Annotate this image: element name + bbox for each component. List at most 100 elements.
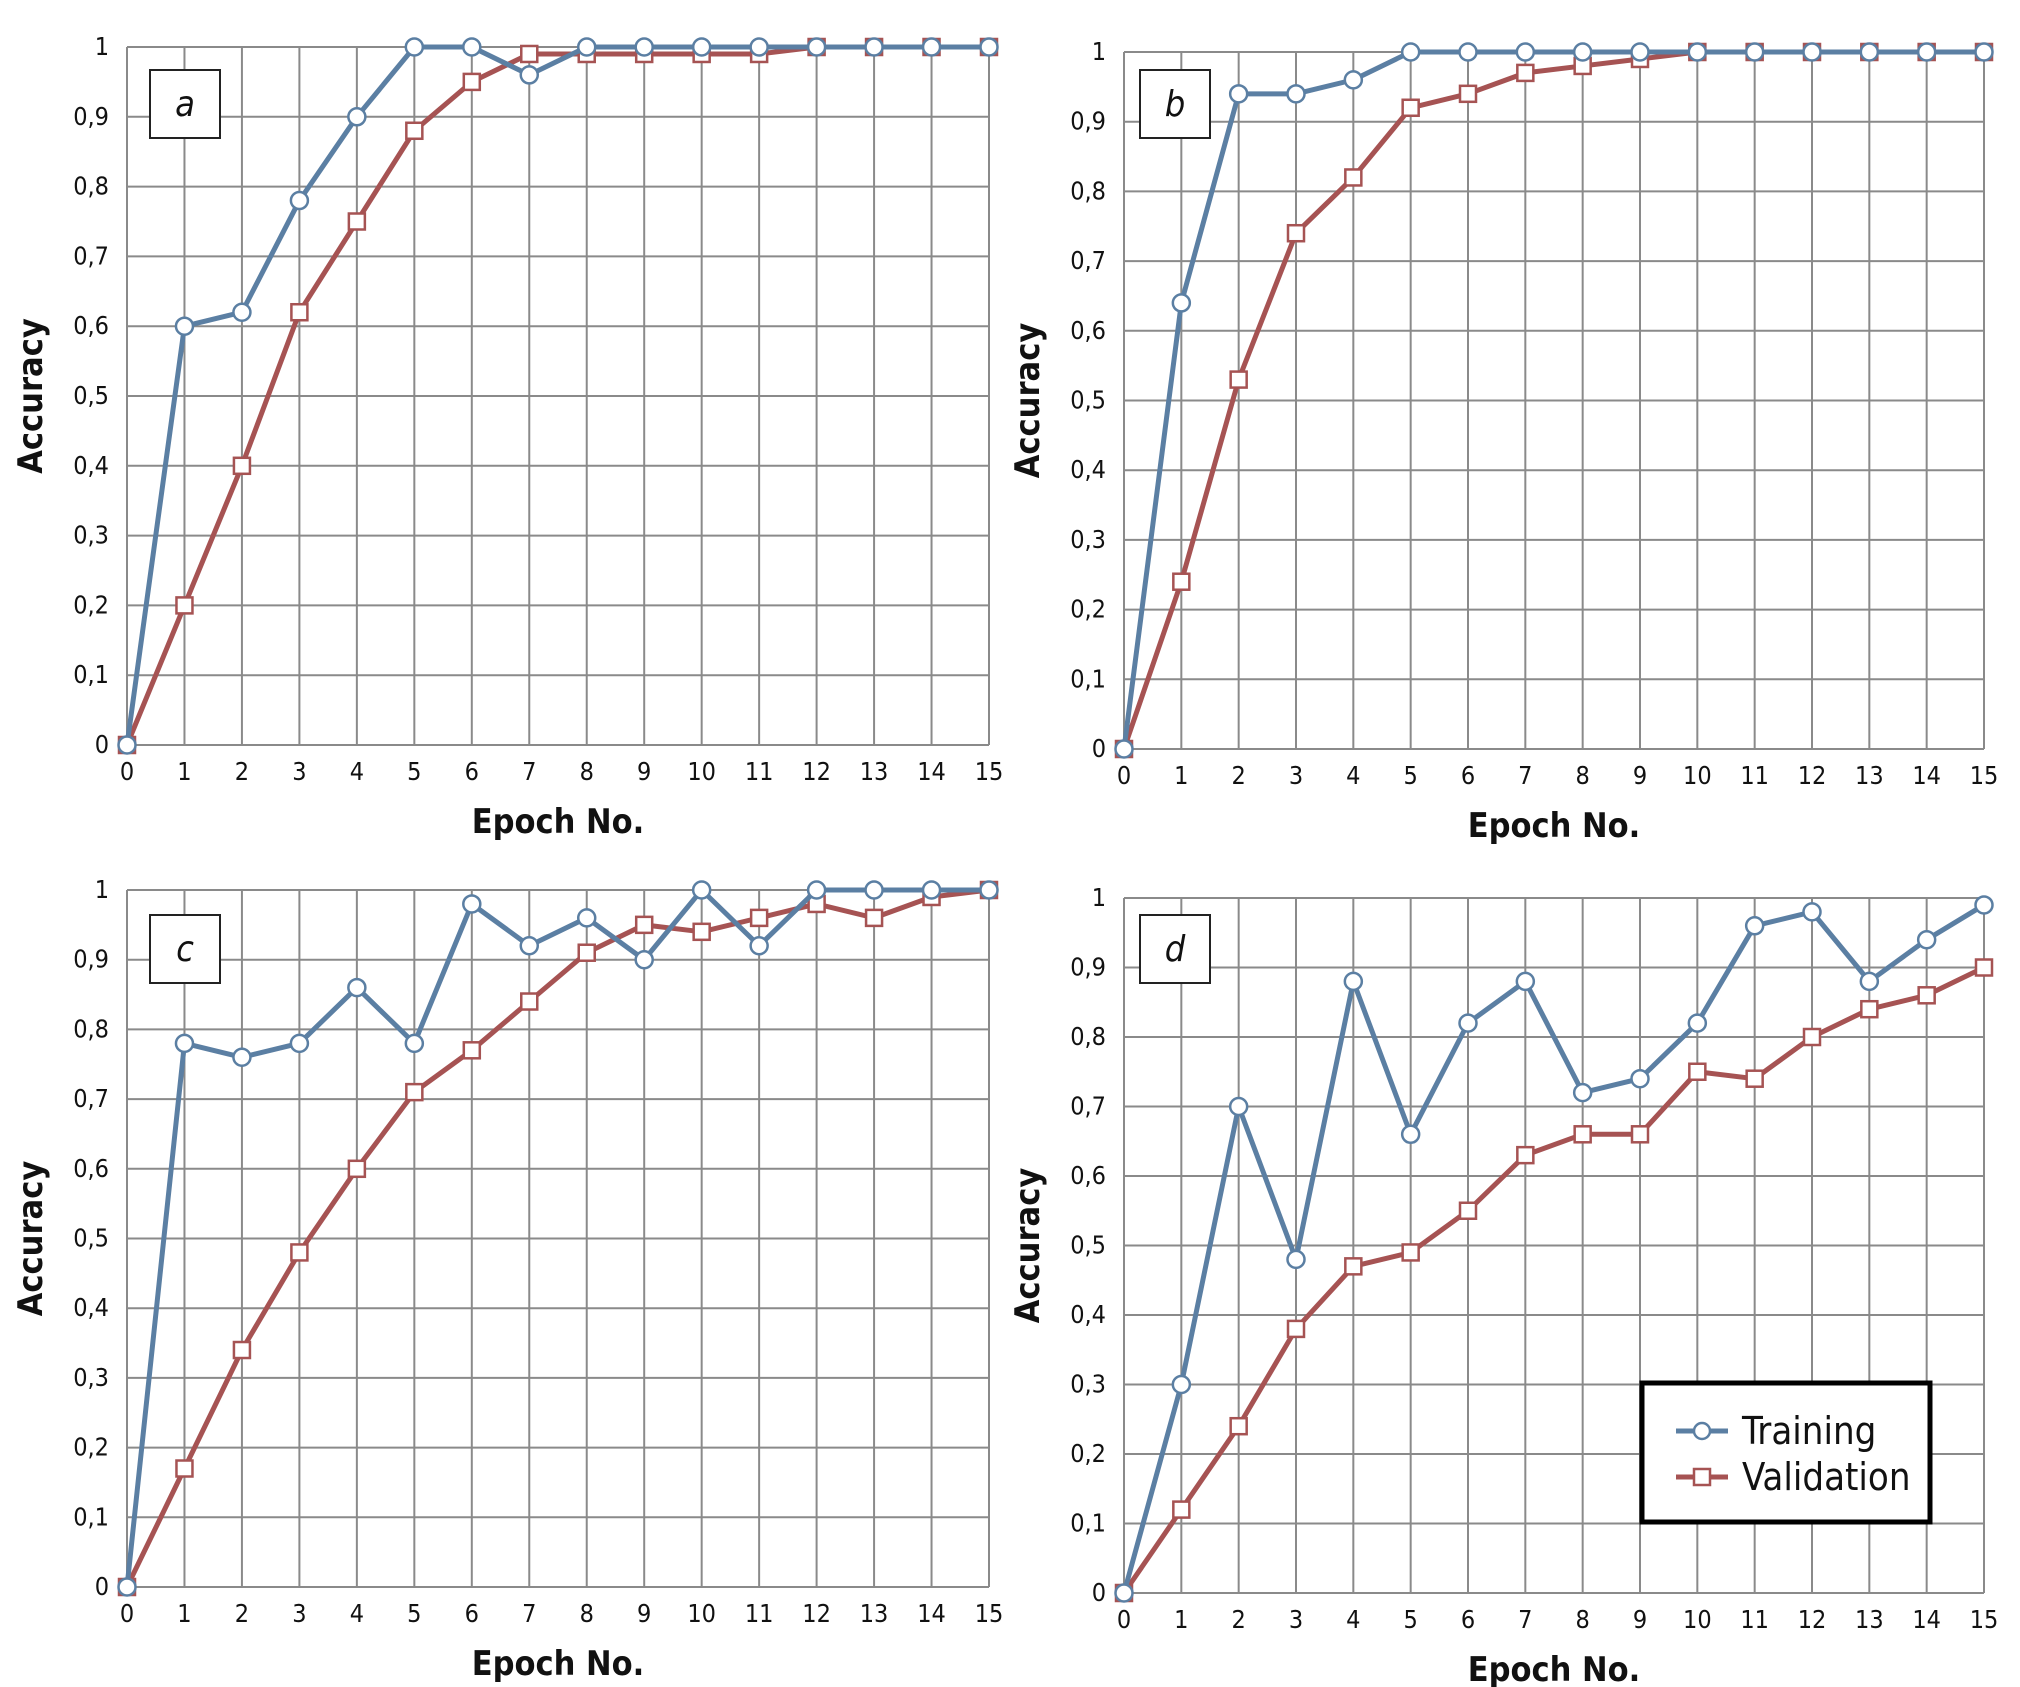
validation-point xyxy=(1860,999,1879,1019)
x-tick-label: 1 xyxy=(1174,1605,1188,1634)
x-tick-label: 15 xyxy=(1970,1605,1999,1634)
validation-point xyxy=(864,908,884,928)
training-point xyxy=(691,880,712,900)
y-tick-label: 0,5 xyxy=(1070,1231,1106,1260)
x-tick-label: 4 xyxy=(1346,1605,1360,1634)
x-axis-title: Epoch No. xyxy=(472,802,645,842)
training-point xyxy=(806,880,827,900)
x-tick-label: 10 xyxy=(1683,761,1712,790)
x-tick-label: 13 xyxy=(860,757,889,786)
x-tick-label: 4 xyxy=(1346,761,1360,790)
x-tick-label: 5 xyxy=(407,1599,421,1628)
x-tick-label: 4 xyxy=(350,1599,364,1628)
x-tick-label: 8 xyxy=(580,1599,594,1628)
training-point xyxy=(1974,895,1994,915)
x-tick-label: 0 xyxy=(120,757,134,786)
training-point xyxy=(1859,42,1880,62)
validation-point xyxy=(1401,98,1420,118)
x-tick-label: 14 xyxy=(917,757,946,786)
x-tick-label: 6 xyxy=(465,757,479,786)
training-series-line xyxy=(124,887,989,1588)
training-point xyxy=(1228,84,1249,104)
x-tick-label: 12 xyxy=(802,1599,831,1628)
x-tick-label: 13 xyxy=(1855,1605,1884,1634)
validation-point xyxy=(405,121,424,141)
validation-point xyxy=(1917,986,1936,1005)
training-point xyxy=(232,302,252,322)
validation-point xyxy=(405,1082,424,1102)
training-point xyxy=(174,316,195,336)
validation-point xyxy=(462,72,482,92)
y-tick-label: 0,2 xyxy=(1070,595,1106,624)
validation-point xyxy=(692,922,711,942)
x-tick-label: 11 xyxy=(745,1599,774,1628)
y-tick-label: 0 xyxy=(1092,1578,1106,1607)
validation-point xyxy=(1458,1201,1478,1220)
validation-series-line xyxy=(1121,965,1986,1595)
training-point xyxy=(576,908,597,928)
x-tick-label: 12 xyxy=(1798,1605,1827,1634)
y-tick-label: 0,7 xyxy=(1070,1092,1106,1121)
x-axis-title: Epoch No. xyxy=(472,1644,645,1684)
x-tick-label: 14 xyxy=(917,1599,946,1628)
x-axis-title: Epoch No. xyxy=(1468,1650,1641,1687)
chart-panel-c: 0 1 2 3 4 5 6 7 8 9 10 11 12 13 14 1500,10,20,30,40,50,… xyxy=(11,875,1003,1684)
training-point xyxy=(1572,42,1593,62)
training-series-line xyxy=(124,44,989,746)
x-tick-label: 1 xyxy=(1174,761,1188,790)
x-tick-label: 15 xyxy=(975,1599,1004,1628)
training-point xyxy=(1630,42,1650,62)
training-point xyxy=(1515,971,1536,992)
validation-point xyxy=(1688,1062,1707,1081)
training-point xyxy=(1974,42,1994,62)
validation-point xyxy=(1286,223,1306,243)
training-point xyxy=(1916,42,1937,62)
x-tick-label: 2 xyxy=(1232,761,1246,790)
validation-series-line xyxy=(124,887,990,1589)
training-series-line xyxy=(1121,49,1984,750)
y-tick-label: 0,1 xyxy=(73,1502,109,1531)
validation-point xyxy=(232,1340,252,1360)
panel-letter: c xyxy=(176,929,194,970)
x-tick-label: 14 xyxy=(1912,1605,1941,1634)
validation-point xyxy=(462,1041,482,1060)
y-tick-label: 0,1 xyxy=(73,660,109,689)
validation-point xyxy=(1344,1257,1363,1276)
validation-point xyxy=(347,1159,367,1179)
x-tick-label: 10 xyxy=(687,757,716,786)
training-point xyxy=(117,735,137,755)
training-point xyxy=(1687,1013,1708,1033)
legend-training-label: Training xyxy=(1741,1409,1876,1453)
x-tick-label: 15 xyxy=(975,757,1004,786)
validation-point xyxy=(1573,1125,1592,1144)
training-point xyxy=(347,977,367,998)
training-point xyxy=(1458,42,1478,62)
training-point xyxy=(1802,42,1822,62)
x-tick-label: 8 xyxy=(1576,761,1590,790)
y-tick-label: 0,3 xyxy=(1070,1370,1106,1399)
training-point xyxy=(634,949,654,970)
y-tick-label: 1 xyxy=(1092,37,1106,66)
x-tick-label: 11 xyxy=(1740,1605,1769,1634)
validation-point xyxy=(1974,958,1994,977)
training-point xyxy=(404,37,425,57)
training-point xyxy=(749,37,769,57)
training-point xyxy=(979,880,999,900)
panel-letter: d xyxy=(1165,929,1186,970)
training-point xyxy=(1744,916,1765,936)
y-tick-label: 0 xyxy=(1092,734,1106,763)
y-tick-label: 0,8 xyxy=(1070,1022,1106,1051)
validation-point xyxy=(1229,370,1248,389)
x-tick-label: 5 xyxy=(407,757,421,786)
validation-point xyxy=(1401,1243,1420,1262)
training-point xyxy=(1630,1068,1650,1089)
x-tick-label: 8 xyxy=(1576,1605,1590,1634)
y-tick-label: 0,4 xyxy=(73,451,109,480)
y-axis-title: Accuracy xyxy=(1008,1168,1048,1324)
y-tick-label: 0,6 xyxy=(73,311,109,340)
legend-validation-label: Validation xyxy=(1742,1455,1911,1499)
training-point xyxy=(921,37,942,57)
training-point xyxy=(1916,929,1937,950)
y-axis-title: Accuracy xyxy=(11,318,51,474)
x-tick-label: 7 xyxy=(522,1599,536,1628)
